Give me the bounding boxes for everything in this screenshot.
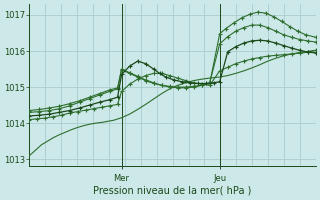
X-axis label: Pression niveau de la mer( hPa ): Pression niveau de la mer( hPa ) bbox=[93, 186, 252, 196]
